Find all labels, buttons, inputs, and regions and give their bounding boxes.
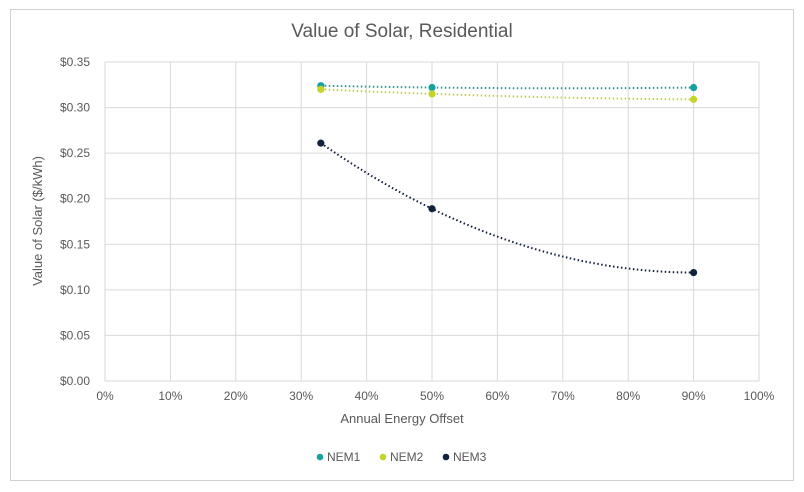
legend-marker-nem1 [316, 453, 324, 461]
y-axis-label: Value of Solar ($/kWh) [30, 156, 45, 286]
x-tick-label: 20% [224, 389, 248, 403]
y-tick-label: $0.00 [60, 374, 90, 388]
y-tick-label: $0.20 [60, 192, 90, 206]
y-tick-label: $0.10 [60, 283, 90, 297]
x-tick-label: 80% [616, 389, 640, 403]
x-tick-label: 50% [420, 389, 444, 403]
data-point-nem2 [690, 95, 698, 103]
trendline-nem1 [320, 84, 694, 90]
legend-marker-nem2 [379, 453, 387, 461]
x-tick-label: 70% [551, 389, 575, 403]
data-point-nem3 [317, 139, 325, 147]
data-point-nem3 [690, 268, 698, 277]
legend-label-nem2: NEM2 [390, 450, 424, 464]
chart-title: Value of Solar, Residential [291, 21, 512, 42]
legend-label-nem3: NEM3 [453, 450, 487, 464]
x-tick-label: 60% [485, 389, 509, 403]
y-tick-label: $0.05 [60, 328, 90, 342]
data-point-nem2 [317, 85, 325, 93]
y-tick-label: $0.25 [60, 146, 90, 160]
x-axis-label: Annual Energy Offset [340, 411, 464, 426]
data-point-nem1 [428, 83, 436, 92]
x-tick-label: 90% [682, 389, 706, 403]
legend-marker-nem3 [442, 453, 450, 461]
x-tick-label: 40% [355, 389, 379, 403]
x-tick-label: 10% [158, 389, 182, 403]
y-tick-label: $0.15 [60, 237, 90, 251]
x-tick-label: 100% [744, 389, 775, 403]
x-tick-label: 0% [96, 389, 114, 403]
data-point-nem1 [690, 83, 698, 92]
trendline-nem3 [320, 142, 694, 274]
legend-label-nem1: NEM1 [327, 450, 361, 464]
y-tick-label: $0.35 [60, 55, 90, 69]
data-point-nem2 [428, 90, 436, 98]
y-tick-label: $0.30 [60, 101, 90, 115]
data-point-nem3 [428, 205, 436, 213]
x-tick-label: 30% [289, 389, 313, 403]
trendline-nem2 [320, 88, 694, 101]
